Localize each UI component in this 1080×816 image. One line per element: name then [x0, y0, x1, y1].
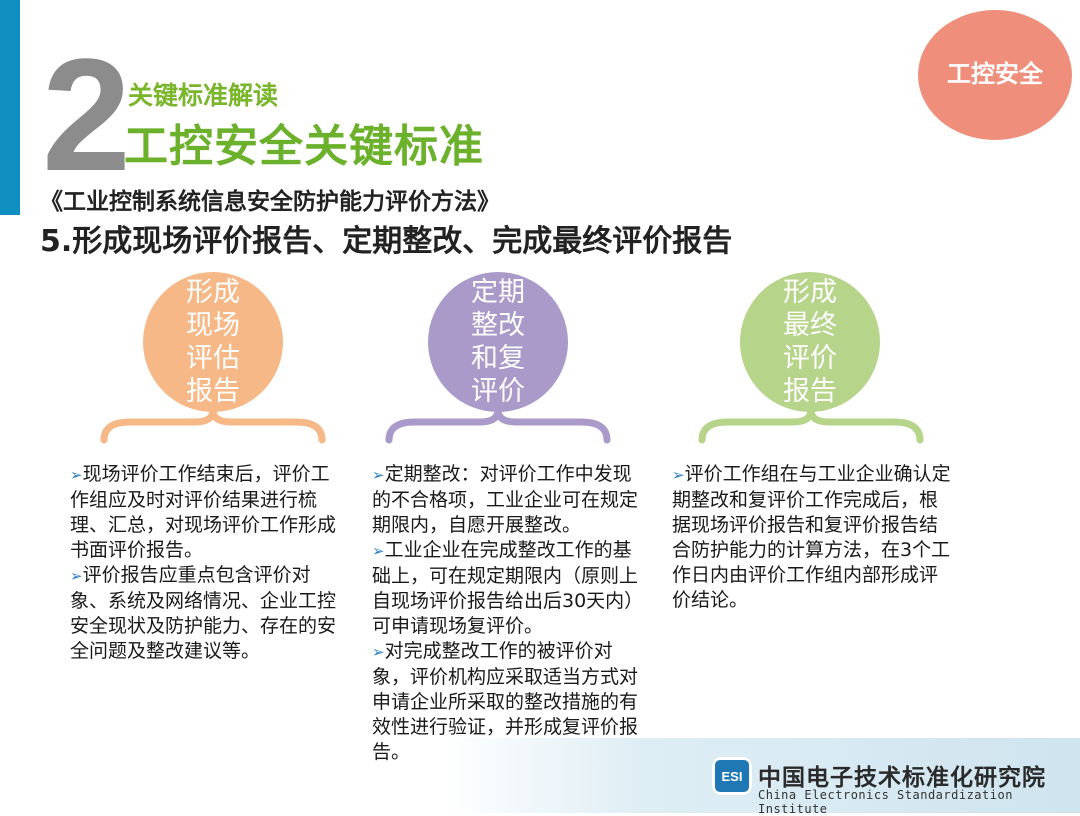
brace-3 [698, 408, 924, 444]
arrow-bullet-icon: ➢ [70, 567, 83, 585]
bullet-item: ➢定期整改：对评价工作中发现的不合格项，工业企业可在规定期限内，自愿开展整改。 [372, 463, 639, 536]
step-1-text: ➢现场评价工作结束后，评价工作组应及时对评价结果进行梳理、汇总，对现场评价工作形… [70, 462, 348, 664]
step-circle-2: 定期整改和复评价 [428, 272, 568, 412]
step-label-1: 形成现场评估报告 [186, 277, 240, 407]
section-number: 2 [42, 25, 131, 204]
bullet-item: ➢评价报告应重点包含评价对象、系统及网络情况、企业工控安全现状及防护能力、存在的… [70, 564, 337, 662]
org-name-cn: 中国电子技术标准化研究院 [758, 765, 1046, 791]
footer-band [445, 738, 1080, 813]
step-circle-3: 形成最终评价报告 [740, 272, 880, 412]
arrow-bullet-icon: ➢ [672, 466, 685, 484]
arrow-bullet-icon: ➢ [70, 466, 83, 484]
page-title: 工控安全关键标准 [124, 121, 484, 172]
arrow-bullet-icon: ➢ [372, 542, 385, 560]
section-heading: 5.形成现场评价报告、定期整改、完成最终评价报告 [40, 224, 733, 259]
left-accent-bar [0, 0, 20, 215]
document-title: 《工业控制系统信息安全防护能力评价方法》 [40, 189, 500, 215]
bullet-item: ➢工业企业在完成整改工作的基础上，可在规定期限内（原则上自现场评价报告给出后30… [372, 539, 644, 637]
topic-badge: 工控安全 [918, 10, 1072, 140]
bullet-item: ➢现场评价工作结束后，评价工作组应及时对评价结果进行梳理、汇总，对现场评价工作形… [70, 463, 337, 561]
step-3-text: ➢评价工作组在与工业企业确认定期整改和复评价工作完成后，根据现场评价报告和复评价… [672, 462, 954, 613]
arrow-bullet-icon: ➢ [372, 643, 385, 661]
step-2-text: ➢定期整改：对评价工作中发现的不合格项，工业企业可在规定期限内，自愿开展整改。 … [372, 462, 650, 765]
brace-1 [100, 408, 326, 444]
brace-2 [385, 408, 611, 444]
arrow-bullet-icon: ➢ [372, 466, 385, 484]
org-name-en: China Electronics Standardization Instit… [758, 788, 1013, 816]
step-label-3: 形成最终评价报告 [783, 277, 837, 407]
section-subtitle: 关键标准解读 [128, 81, 279, 110]
step-circle-1: 形成现场评估报告 [143, 272, 283, 412]
esi-logo-icon: ESI [712, 757, 752, 795]
bullet-item: ➢评价工作组在与工业企业确认定期整改和复评价工作完成后，根据现场评价报告和复评价… [672, 463, 951, 611]
bullet-item: ➢对完成整改工作的被评价对象，评价机构应采取适当方式对申请企业所采取的整改措施的… [372, 640, 639, 763]
step-label-2: 定期整改和复评价 [471, 277, 525, 407]
